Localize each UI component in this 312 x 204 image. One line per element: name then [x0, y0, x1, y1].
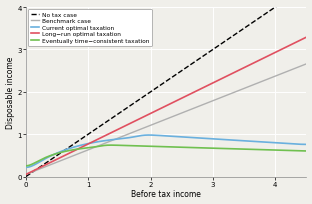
Y-axis label: Disposable income: Disposable income [6, 56, 15, 128]
X-axis label: Before tax income: Before tax income [131, 190, 201, 198]
Legend: No tax case, Benchmark case, Current optimal taxation, Long−run optimal taxation: No tax case, Benchmark case, Current opt… [28, 10, 152, 47]
